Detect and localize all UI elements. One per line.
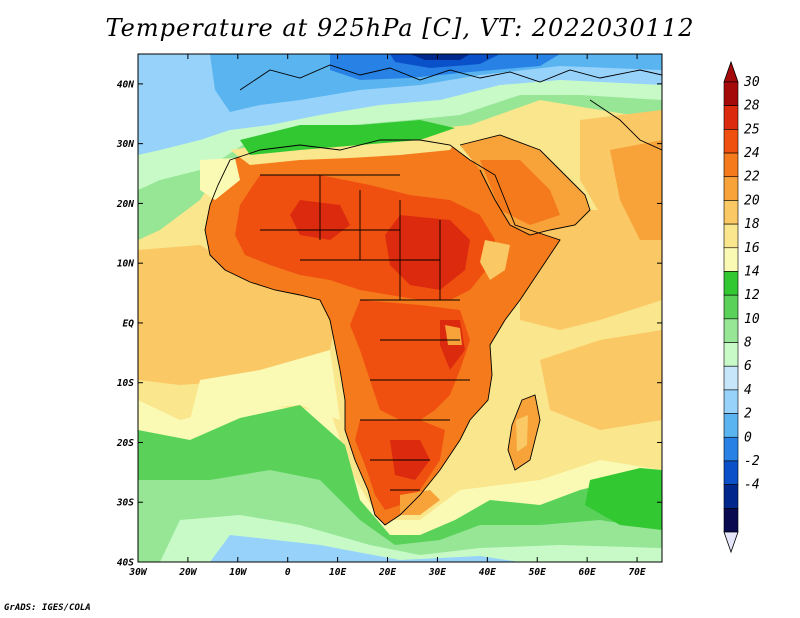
plot-frame bbox=[137, 53, 663, 563]
lat-tick-label: 20S bbox=[116, 438, 134, 449]
lon-tick-label: 70E bbox=[628, 567, 645, 578]
colorbar-label: -2 bbox=[744, 454, 760, 469]
colorbar-swatch bbox=[723, 365, 739, 391]
colorbar-label: 6 bbox=[744, 359, 752, 374]
map-axes: 30W 20W 10W 0 10E 20E 30E 40E 50E 60E 70E 40N 30N 20N… bbox=[116, 54, 662, 578]
lat-tick-label: 40N bbox=[117, 79, 134, 90]
colorbar-label: 22 bbox=[744, 170, 760, 185]
colorbar-swatch bbox=[723, 389, 739, 414]
colorbar-label: 0 bbox=[744, 430, 752, 445]
colorbar-swatch bbox=[723, 508, 739, 533]
colorbar-swatch bbox=[723, 318, 739, 343]
lon-tick-label: 20W bbox=[178, 567, 197, 578]
lon-tick-label: 30E bbox=[428, 567, 446, 578]
colorbar-swatch bbox=[723, 105, 739, 130]
temperature-field bbox=[138, 54, 662, 562]
colorbar-label: 28 bbox=[744, 99, 760, 114]
colorbar-swatch bbox=[723, 484, 739, 509]
colorbar-top-arrow bbox=[723, 60, 739, 83]
colorbar-label: 24 bbox=[744, 146, 760, 161]
coastlines bbox=[204, 64, 662, 526]
grads-credit: GrADS: IGES/COLA bbox=[4, 603, 91, 613]
colorbar-swatch bbox=[723, 436, 739, 462]
lon-tick-label: 10E bbox=[329, 567, 346, 578]
colorbar-label: 25 bbox=[744, 122, 760, 137]
colorbar-bottom-arrow bbox=[723, 531, 739, 554]
lon-tick-label: 0 bbox=[285, 567, 291, 578]
colorbar-swatch bbox=[723, 129, 739, 154]
colorbar-swatch bbox=[723, 460, 739, 485]
colorbar-swatch bbox=[723, 271, 739, 296]
colorbar-label: 8 bbox=[744, 336, 752, 351]
colorbar-label: 14 bbox=[744, 264, 760, 279]
lat-tick-label: EQ bbox=[123, 318, 135, 329]
lat-tick-label: 30S bbox=[116, 498, 134, 509]
colorbar-label: 10 bbox=[744, 312, 760, 327]
colorbar-label: 2 bbox=[744, 407, 752, 422]
colorbar-swatch bbox=[723, 152, 739, 178]
colorbar-label: 30 bbox=[743, 75, 760, 90]
lon-tick-label: 20E bbox=[378, 567, 396, 578]
lon-tick-label: 50E bbox=[529, 567, 546, 578]
colorbar-label: 18 bbox=[744, 217, 760, 232]
lon-tick-label: 10W bbox=[229, 567, 247, 578]
lat-tick-label: 30N bbox=[116, 139, 134, 150]
colorbar-label: 20 bbox=[744, 193, 760, 208]
lat-tick-label: 10N bbox=[117, 259, 134, 270]
colorbar-swatch bbox=[723, 81, 739, 106]
colorbar-label: 12 bbox=[744, 288, 760, 303]
lon-tick-label: 30W bbox=[128, 567, 147, 578]
lon-tick-label: 60E bbox=[579, 567, 596, 578]
colorbar-swatch bbox=[723, 413, 739, 438]
colorbar-swatch bbox=[723, 294, 739, 320]
lon-tick-label: 40E bbox=[479, 567, 496, 578]
lat-tick-label: 20N bbox=[116, 199, 134, 210]
colorbar-label: 4 bbox=[744, 383, 752, 398]
colorbar-swatch bbox=[723, 342, 739, 367]
colorbar-swatch bbox=[723, 200, 739, 225]
colorbar-label: -4 bbox=[744, 478, 760, 493]
chart-title: Temperature at 925hPa [C], VT: 202203011… bbox=[105, 14, 695, 42]
lat-tick-label: 10S bbox=[117, 378, 134, 389]
colorbar-label: 16 bbox=[744, 241, 760, 256]
colorbar-swatch bbox=[723, 223, 739, 249]
colorbar-swatch bbox=[723, 247, 739, 272]
colorbar-swatch bbox=[723, 176, 739, 201]
lat-tick-label: 40S bbox=[117, 558, 134, 569]
